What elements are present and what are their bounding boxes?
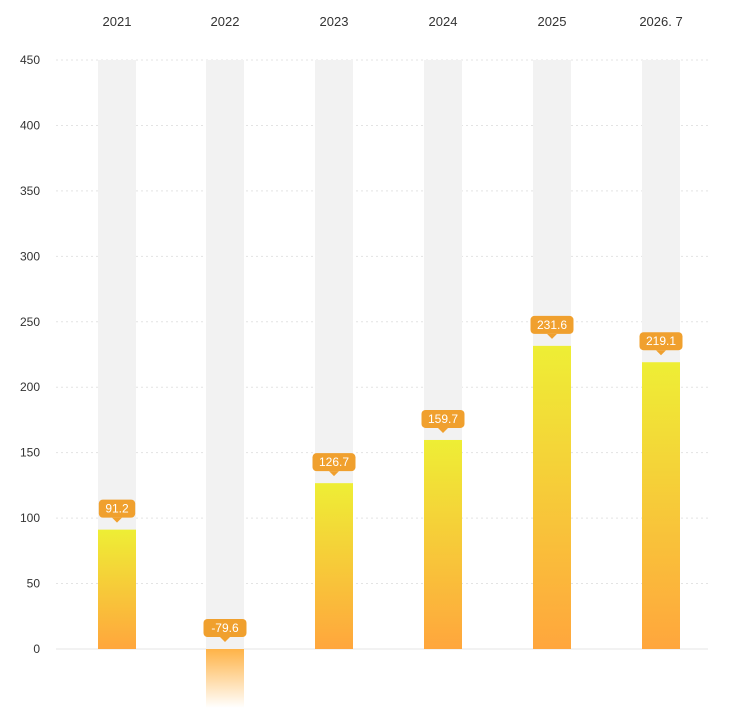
data-label-pointer bbox=[438, 427, 448, 433]
category-label: 2026. 7 bbox=[639, 14, 682, 29]
data-label-pointer bbox=[220, 637, 230, 642]
y-tick-label: 450 bbox=[20, 53, 40, 67]
bar-tracks bbox=[98, 60, 680, 649]
data-label-text: -79.6 bbox=[211, 621, 239, 635]
category-label: 2024 bbox=[429, 14, 458, 29]
data-label-bg bbox=[203, 619, 247, 637]
data-label: 231.6 bbox=[530, 315, 574, 339]
data-label: 219.1 bbox=[639, 332, 683, 356]
category-label: 2023 bbox=[320, 14, 349, 29]
data-label-text: 231.6 bbox=[537, 318, 567, 332]
data-label-bg bbox=[98, 499, 136, 518]
category-axis: 2021 2022 2023 2024 2025 2026. 7 bbox=[103, 14, 683, 29]
data-label-bg bbox=[312, 453, 356, 472]
y-axis: 0 50 100 150 200 250 300 350 400 450 bbox=[20, 53, 40, 656]
category-label: 2022 bbox=[211, 14, 240, 29]
y-tick-label: 150 bbox=[20, 446, 40, 460]
bar bbox=[533, 345, 571, 649]
data-label-pointer bbox=[112, 517, 122, 523]
bar bbox=[642, 362, 680, 649]
data-label: -79.6 bbox=[203, 619, 247, 642]
bar bbox=[98, 529, 136, 649]
bar bbox=[315, 483, 353, 649]
data-label-bg bbox=[421, 409, 465, 428]
y-tick-label: 50 bbox=[27, 577, 41, 591]
y-tick-label: 350 bbox=[20, 184, 40, 198]
data-label: 91.2 bbox=[98, 499, 136, 523]
data-label: 126.7 bbox=[312, 453, 356, 477]
data-label-pointer bbox=[547, 333, 557, 339]
bar bbox=[424, 439, 462, 649]
data-label-pointer bbox=[656, 350, 666, 356]
category-label: 2025 bbox=[538, 14, 567, 29]
category-label: 2021 bbox=[103, 14, 132, 29]
data-label-text: 91.2 bbox=[105, 502, 129, 516]
y-tick-label: 250 bbox=[20, 315, 40, 329]
data-label: 159.7 bbox=[421, 409, 465, 433]
y-tick-label: 200 bbox=[20, 380, 40, 394]
bars bbox=[98, 345, 680, 708]
bar-negative bbox=[206, 649, 244, 708]
data-labels: 91.2 -79.6 126.7 159.7 231.6 219.1 bbox=[98, 315, 683, 642]
grid-lines bbox=[56, 59, 708, 650]
y-tick-label: 400 bbox=[20, 118, 40, 132]
y-tick-label: 0 bbox=[33, 642, 40, 656]
data-label-text: 126.7 bbox=[319, 455, 349, 469]
data-label-bg bbox=[639, 332, 683, 351]
data-label-text: 159.7 bbox=[428, 412, 458, 426]
data-label-bg bbox=[530, 315, 574, 334]
bar-track bbox=[206, 60, 244, 649]
data-label-pointer bbox=[329, 471, 339, 477]
data-label-text: 219.1 bbox=[646, 334, 676, 348]
y-tick-label: 300 bbox=[20, 249, 40, 263]
y-tick-label: 100 bbox=[20, 511, 40, 525]
